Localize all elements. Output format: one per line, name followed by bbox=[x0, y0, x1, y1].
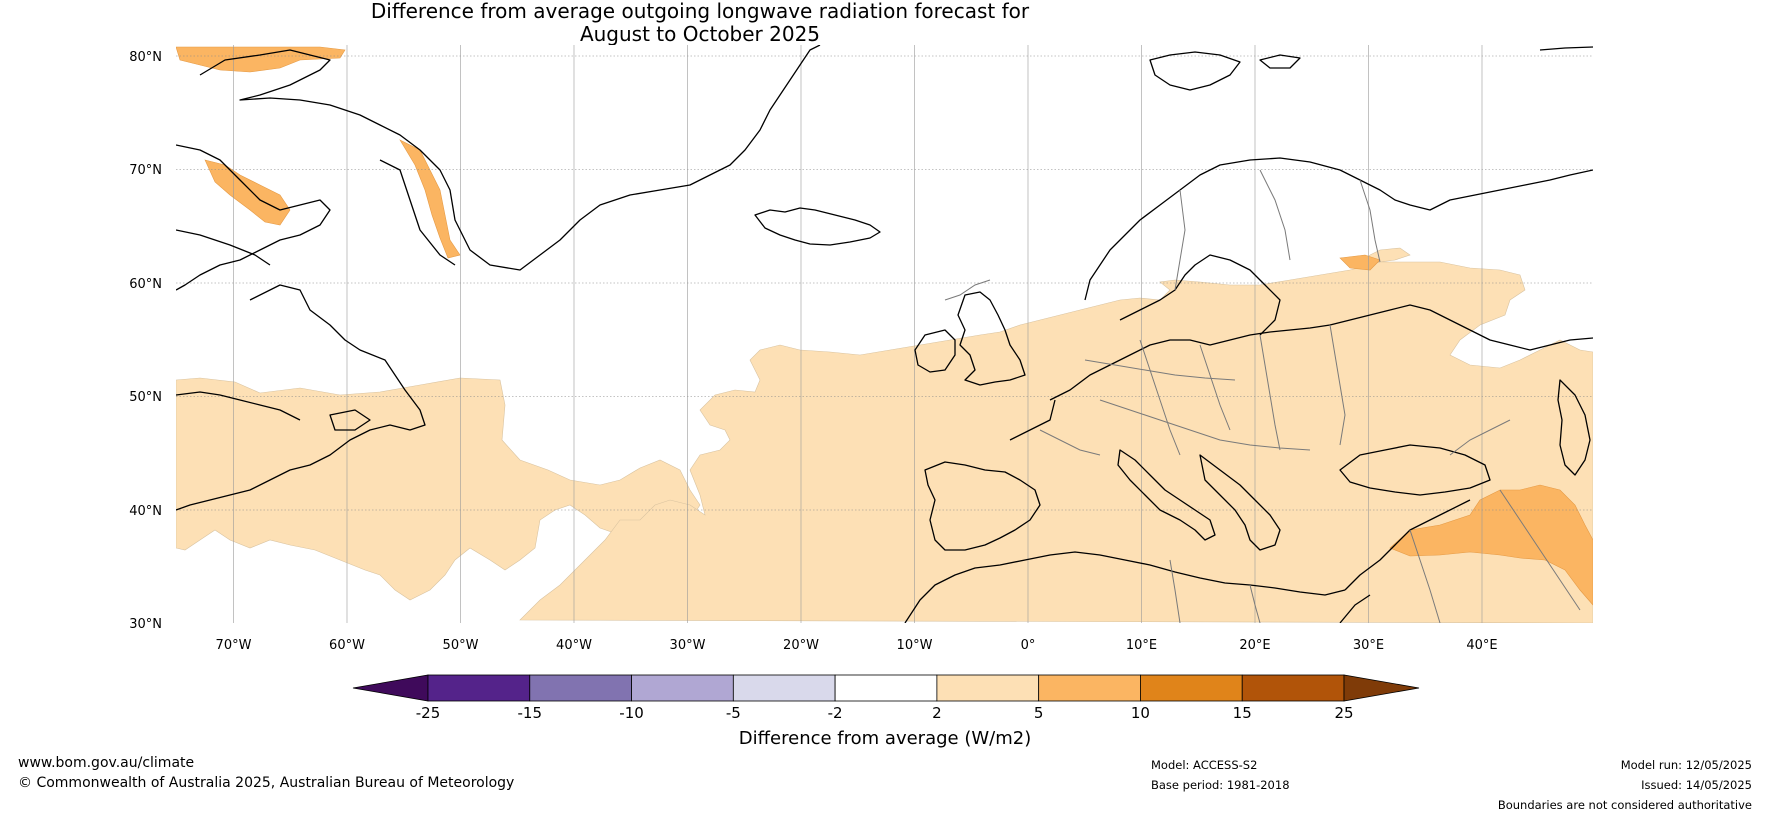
anomaly-2-to-5-region bbox=[176, 247, 1593, 623]
model-text: Model: ACCESS-S2 bbox=[1151, 758, 1258, 772]
colorbar-tick-labels: -25 -15 -10 -5 -2 2 5 10 15 25 bbox=[416, 704, 1354, 722]
lon-label-40e: 40°E bbox=[1466, 638, 1497, 653]
colorbar-segment-2 bbox=[631, 674, 734, 702]
lat-label-50n: 50°N bbox=[129, 390, 162, 405]
lon-label-40w: 40°W bbox=[556, 638, 592, 653]
lon-label-30e: 30°E bbox=[1353, 638, 1384, 653]
labrador-coastline bbox=[176, 284, 426, 511]
lat-label-60n: 60°N bbox=[129, 277, 162, 292]
colorbar-tick-0: -25 bbox=[416, 704, 441, 722]
caspian-coastline bbox=[1557, 379, 1591, 476]
colorbar-segment-5 bbox=[936, 674, 1040, 702]
copyright-text: © Commonwealth of Australia 2025, Austra… bbox=[18, 775, 515, 791]
colorbar-segment-7 bbox=[1140, 674, 1243, 702]
balkans-coastline bbox=[1199, 454, 1281, 551]
britain-coastline bbox=[957, 291, 1026, 386]
lon-label-20w: 20°W bbox=[783, 638, 819, 653]
lon-label-20e: 20°E bbox=[1239, 638, 1270, 653]
colorbar-tick-4: -2 bbox=[828, 704, 843, 722]
colorbar-title: Difference from average (W/m2) bbox=[738, 728, 1032, 749]
baffin-coastline bbox=[176, 144, 331, 291]
colorbar-segment-4 bbox=[834, 674, 938, 702]
longitude-labels: 70°W 60°W 50°W 40°W 30°W 20°W 10°W 0° 10… bbox=[216, 638, 1498, 653]
lon-label-30w: 30°W bbox=[670, 638, 706, 653]
issued-text: Issued: 14/05/2025 bbox=[1641, 778, 1752, 792]
colorbar-max-arrow bbox=[1343, 674, 1420, 702]
base-period-text: Base period: 1981-2018 bbox=[1151, 778, 1290, 792]
colorbar-segment-1 bbox=[529, 674, 632, 702]
country-borders bbox=[944, 169, 1581, 623]
ireland-coastline bbox=[914, 329, 956, 373]
lon-label-60w: 60°W bbox=[329, 638, 365, 653]
colorbar-segment-0 bbox=[427, 674, 531, 702]
north-africa-coastline bbox=[904, 551, 1346, 623]
scandinavia-coastline bbox=[1084, 157, 1593, 301]
coastlines bbox=[176, 45, 1593, 623]
lon-label-0: 0° bbox=[1021, 638, 1036, 653]
colorbar-tick-3: -5 bbox=[726, 704, 741, 722]
colorbar-segment-8 bbox=[1241, 674, 1345, 702]
website-text: www.bom.gov.au/climate bbox=[18, 755, 195, 771]
latitude-gridlines bbox=[176, 55, 1593, 511]
lat-label-40n: 40°N bbox=[129, 504, 162, 519]
colorbar-segment-6 bbox=[1038, 674, 1141, 702]
anomaly-5-to-10-region bbox=[176, 46, 1593, 606]
colorbar-tick-9: 25 bbox=[1334, 704, 1353, 722]
colorbar-tick-5: 2 bbox=[932, 704, 942, 722]
disclaimer-text: Boundaries are not considered authoritat… bbox=[1497, 798, 1752, 812]
longitude-gridlines bbox=[233, 45, 1483, 623]
europe-coastline bbox=[1049, 304, 1593, 401]
greenland-coastline bbox=[199, 45, 821, 271]
lat-label-80n: 80°N bbox=[129, 50, 162, 65]
black-sea-coastline bbox=[1339, 444, 1491, 496]
lon-label-10w: 10°W bbox=[897, 638, 933, 653]
colorbar-tick-1: -15 bbox=[518, 704, 543, 722]
colorbar-tick-8: 15 bbox=[1233, 704, 1252, 722]
colorbar-tick-7: 10 bbox=[1131, 704, 1150, 722]
colorbar: -25 -15 -10 -5 -2 2 5 10 15 25 bbox=[352, 674, 1420, 722]
colorbar-min-arrow bbox=[352, 674, 429, 702]
colorbar-tick-6: 5 bbox=[1034, 704, 1044, 722]
lon-label-10e: 10°E bbox=[1126, 638, 1157, 653]
lon-label-70w: 70°W bbox=[216, 638, 252, 653]
italy-coastline bbox=[1117, 449, 1216, 541]
lat-label-70n: 70°N bbox=[129, 163, 162, 178]
lat-label-30n: 30°N bbox=[129, 617, 162, 632]
iceland-coastline bbox=[754, 207, 881, 246]
latitude-labels: 80°N 70°N 60°N 50°N 40°N 30°N bbox=[129, 50, 162, 632]
title-line-1: Difference from average outgoing longwav… bbox=[370, 0, 1030, 23]
iberia-coastline bbox=[924, 461, 1041, 551]
lon-label-50w: 50°W bbox=[443, 638, 479, 653]
colorbar-tick-2: -10 bbox=[619, 704, 644, 722]
title-line-2: August to October 2025 bbox=[579, 22, 821, 46]
model-run-text: Model run: 12/05/2025 bbox=[1620, 758, 1752, 772]
colorbar-segment-3 bbox=[732, 674, 836, 702]
map-area bbox=[176, 45, 1593, 623]
colorbar-segments bbox=[427, 674, 1345, 702]
